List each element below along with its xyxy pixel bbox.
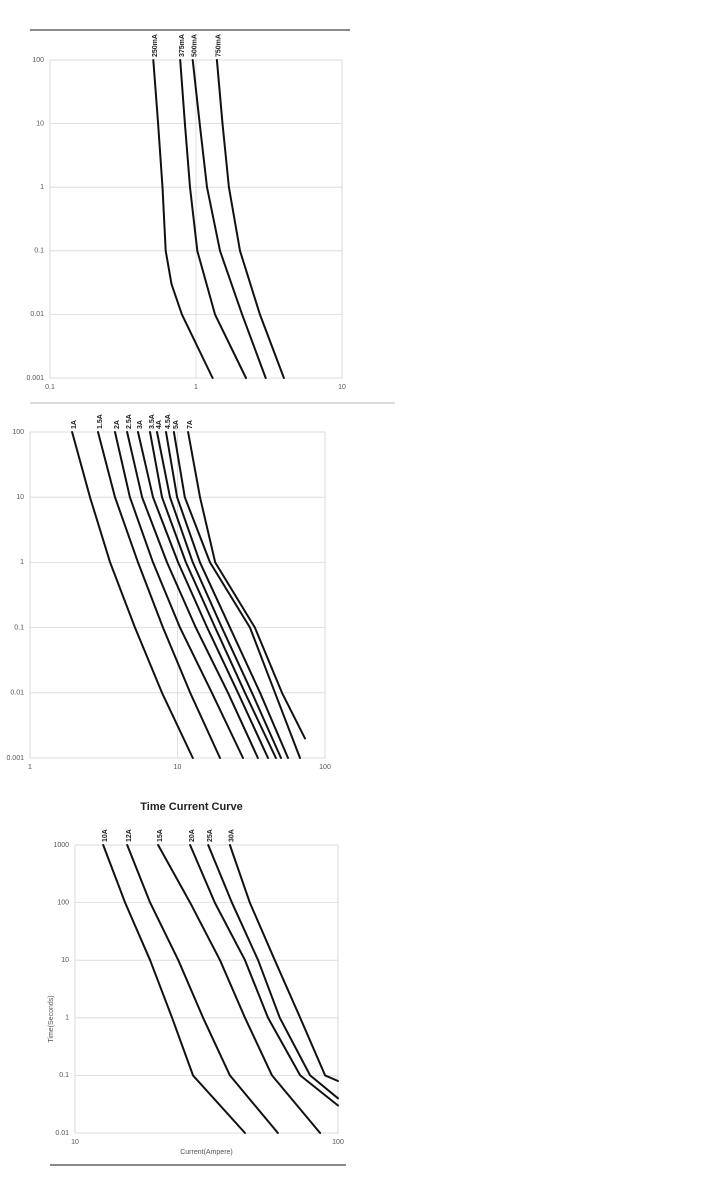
curve [114, 431, 244, 759]
y-tick-label: 0.1 [14, 624, 24, 631]
x-tick-label: 10 [338, 384, 346, 391]
y-tick-label: 0.001 [26, 375, 44, 382]
curve [156, 431, 282, 759]
x-tick-label: 1 [28, 764, 32, 771]
series-label: 10A [102, 829, 109, 842]
y-tick-label: 10 [36, 120, 44, 127]
y-tick-label: 1 [65, 1015, 69, 1022]
series-label: 4A [156, 420, 163, 429]
series-label: 1.5A [97, 414, 104, 429]
curve [179, 59, 247, 379]
curve [126, 844, 279, 1134]
y-tick-label: 10 [61, 957, 69, 964]
curve [172, 431, 301, 759]
curve [191, 59, 267, 379]
x-tick-label: 10 [174, 764, 182, 771]
series-label: 12A [126, 829, 133, 842]
series-label: 2.5A [126, 414, 133, 429]
y-tick-label: 0.01 [55, 1130, 69, 1137]
curve [152, 59, 214, 379]
curve [97, 431, 221, 759]
x-axis-label: Current(Ampere) [180, 1149, 233, 1156]
y-tick-label: 1 [20, 559, 24, 566]
series-label: 25A [207, 829, 214, 842]
x-tick-label: 10 [71, 1139, 79, 1146]
curve [126, 431, 259, 759]
series-label: 250mA [152, 34, 159, 57]
y-axis-label: Time(Seconds) [48, 995, 55, 1042]
series-label: 3.5A [149, 414, 156, 429]
curve [165, 431, 289, 759]
y-tick-label: 100 [32, 57, 44, 64]
series-label: 3A [137, 420, 144, 429]
series-label: 1A [71, 420, 78, 429]
series-label: 750mA [216, 34, 223, 57]
curve [71, 431, 194, 759]
curve [215, 59, 285, 379]
y-tick-label: 100 [12, 429, 24, 436]
x-tick-label: 100 [319, 764, 331, 771]
y-tick-label: 0.1 [34, 248, 44, 255]
curve [137, 431, 269, 759]
series-label: 15A [157, 829, 164, 842]
curve [189, 844, 339, 1107]
y-tick-label: 0.1 [59, 1072, 69, 1079]
curve [207, 844, 339, 1100]
y-tick-label: 1000 [53, 842, 69, 849]
y-tick-label: 1 [40, 184, 44, 191]
curve [102, 844, 246, 1134]
series-label: 4.5A [165, 414, 172, 429]
curve [187, 431, 306, 740]
y-tick-label: 0.01 [30, 311, 44, 318]
series-label: 7A [187, 420, 194, 429]
y-tick-label: 0.01 [10, 690, 24, 697]
y-tick-label: 10 [16, 494, 24, 501]
y-tick-label: 0.001 [6, 755, 24, 762]
series-label: 2A [114, 420, 121, 429]
series-label: 500mA [192, 34, 199, 57]
series-label: 30A [229, 829, 236, 842]
curve [157, 844, 322, 1134]
series-label: 5A [173, 420, 180, 429]
series-label: 20A [189, 829, 196, 842]
y-tick-label: 100 [57, 899, 69, 906]
x-tick-label: 1 [194, 384, 198, 391]
x-tick-label: 0.1 [45, 384, 55, 391]
curve [149, 431, 277, 759]
chart-title: Time Current Curve [140, 801, 243, 813]
series-label: 375mA [179, 34, 186, 57]
x-tick-label: 100 [332, 1139, 344, 1146]
curve [228, 844, 339, 1082]
